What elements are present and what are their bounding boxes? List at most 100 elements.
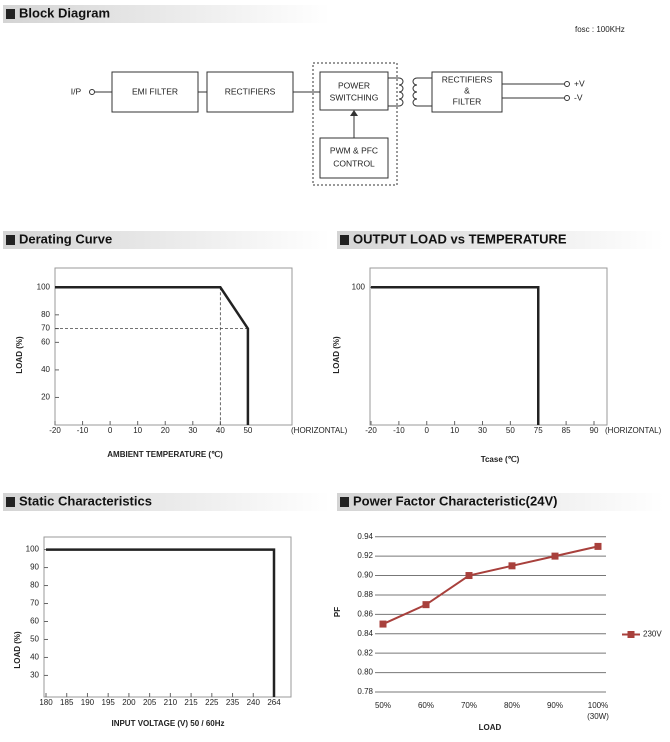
y-axis-label: LOAD (%)	[13, 631, 22, 669]
x-tick-label: 75	[534, 426, 543, 435]
block-label: &	[464, 85, 470, 95]
legend-label: 230V	[643, 630, 662, 639]
y-tick-label: 0.90	[357, 571, 373, 580]
block-label: POWER	[338, 80, 370, 90]
x-tick-label: 180	[39, 698, 53, 707]
plot-frame	[43, 536, 292, 698]
block	[206, 71, 294, 113]
output-label: -V	[574, 92, 583, 102]
x-note: (HORIZONTAL)	[291, 426, 348, 435]
block-label: FILTER	[453, 96, 482, 106]
header-bar	[337, 493, 664, 511]
dashed-group	[312, 62, 398, 186]
data-line	[55, 286, 250, 425]
x-tick-label: 264	[267, 698, 281, 707]
legend-marker	[627, 631, 635, 638]
x-tick-label: 215	[184, 698, 198, 707]
transformer	[388, 77, 433, 107]
y-tick-label: 40	[30, 653, 39, 662]
section-title: Block Diagram	[19, 5, 110, 20]
y-tick-label: 100	[352, 282, 366, 291]
y-tick-label: 0.82	[357, 648, 373, 657]
header-icon	[6, 235, 15, 245]
x-tick-label: 60%	[418, 701, 434, 710]
x-tick-label: 50	[506, 426, 515, 435]
y-tick-label: 30	[30, 671, 39, 680]
header-bar	[3, 493, 330, 511]
x-tick-label: -10	[77, 426, 89, 435]
y-tick-label: 90	[30, 563, 39, 572]
plot-frame	[369, 267, 608, 426]
x-tick-label: 85	[562, 426, 571, 435]
y-tick-label: 20	[41, 393, 50, 402]
y-tick-label: 100	[37, 282, 51, 291]
x-axis-label: INPUT VOLTAGE (V) 50 / 60Hz	[111, 719, 224, 728]
x-tick-label: 90	[590, 426, 599, 435]
x-note: (HORIZONTAL)	[605, 426, 662, 435]
y-tick-label: 70	[30, 599, 39, 608]
y-tick-label: 80	[41, 310, 50, 319]
terminal	[564, 81, 570, 87]
x-tick-label: 50	[243, 426, 252, 435]
data-line	[46, 548, 276, 697]
x-tick-label: 205	[143, 698, 157, 707]
y-tick-label: 0.84	[357, 629, 373, 638]
x-tick-label: 10	[133, 426, 142, 435]
block-label: RECTIFIERS	[442, 74, 493, 84]
data-point	[379, 620, 387, 628]
data-point	[508, 562, 516, 570]
x-tick-label: 90%	[547, 701, 563, 710]
y-tick-label: 60	[30, 617, 39, 626]
x-tick-label: 195	[102, 698, 116, 707]
block-label: CONTROL	[333, 158, 375, 168]
x-tick-label: -10	[393, 426, 405, 435]
block	[319, 71, 389, 111]
x-tick-label: 50%	[375, 701, 391, 710]
data-line	[371, 286, 540, 425]
x-tick-label: 210	[164, 698, 178, 707]
y-tick-label: 100	[26, 545, 40, 554]
x-tick-label: 20	[161, 426, 170, 435]
x-tick-label: -20	[49, 426, 61, 435]
data-point	[551, 552, 559, 560]
y-tick-label: 0.78	[357, 687, 373, 696]
plot-frame	[54, 267, 293, 426]
x-tick-label: -20	[365, 426, 377, 435]
header-bar	[3, 231, 330, 249]
x-tick-label: 100%	[588, 701, 608, 710]
x-axis-label: AMBIENT TEMPERATURE (℃)	[107, 450, 223, 459]
x-tick-label: 70%	[461, 701, 477, 710]
block	[111, 71, 199, 113]
y-tick-label: 0.92	[357, 551, 373, 560]
header-icon	[340, 497, 349, 507]
block-diagram: I/P EMI FILTER RECTIFIERS POWER SWITCHIN…	[71, 62, 585, 186]
x-tick-label: 10	[450, 426, 459, 435]
input-label: I/P	[71, 86, 82, 96]
terminal	[564, 95, 570, 101]
data-point	[465, 572, 473, 580]
block-label: RECTIFIERS	[225, 86, 276, 96]
header-bar	[337, 231, 664, 249]
header-icon	[6, 9, 15, 19]
x-tick-label: 225	[205, 698, 219, 707]
x-tick-label: 190	[81, 698, 95, 707]
header-bar	[3, 5, 330, 23]
terminal	[89, 89, 95, 95]
section-title: Derating Curve	[19, 231, 112, 246]
y-axis-label: PF	[333, 607, 342, 617]
x-tick-label: 185	[60, 698, 74, 707]
x-tick-label: 240	[247, 698, 261, 707]
block-label: SWITCHING	[330, 92, 379, 102]
header-icon	[340, 235, 349, 245]
x-axis-label: Tcase (℃)	[481, 455, 520, 464]
x-tick-label: 0	[425, 426, 430, 435]
fosc-note: fosc : 100KHz	[575, 25, 625, 34]
block-label: EMI FILTER	[132, 86, 178, 96]
x-tick-label: 30	[188, 426, 197, 435]
data-point	[594, 542, 602, 550]
header-icon	[6, 497, 15, 507]
y-tick-label: 0.86	[357, 609, 373, 618]
y-axis-label: LOAD (%)	[332, 336, 341, 374]
y-tick-label: 60	[41, 337, 50, 346]
